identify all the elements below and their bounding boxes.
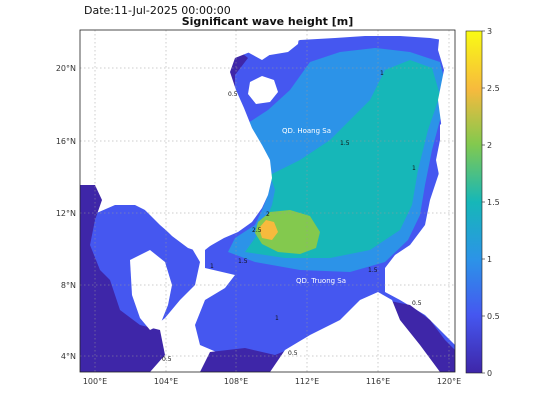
contour-label-0.5-c: 0.5 bbox=[228, 91, 238, 98]
lat-tick-4: 4°N bbox=[61, 352, 76, 361]
grid bbox=[80, 30, 455, 372]
place-label-truong-sa: QD. Truong Sa bbox=[296, 277, 346, 285]
colorbar-tick-label: 2.5 bbox=[487, 84, 500, 93]
contour-label-1.5-a: 1.5 bbox=[238, 258, 248, 265]
land-philippines bbox=[428, 30, 455, 262]
contour-label-1-d: 1 bbox=[412, 165, 416, 172]
lat-tick-12: 12°N bbox=[56, 209, 76, 218]
land-palawan bbox=[395, 245, 442, 292]
contour-label-1.5-b: 1.5 bbox=[368, 267, 378, 274]
contour-label-1.5-c: 1.5 bbox=[340, 140, 350, 147]
colorbar-tick-label: 1.5 bbox=[487, 198, 500, 207]
sea-max-spot bbox=[259, 220, 278, 240]
contour-label-1-c: 1 bbox=[380, 70, 384, 77]
colorbar-tick-label: 3 bbox=[487, 27, 492, 36]
sea-high-band bbox=[245, 60, 440, 258]
contour-label-2: 2 bbox=[266, 211, 270, 218]
contour-label-0.5-d: 0.5 bbox=[412, 300, 422, 307]
contour-label-0.5-b: 0.5 bbox=[288, 350, 298, 357]
lat-tick-20: 20°N bbox=[56, 64, 76, 73]
contour-label-1-b: 1 bbox=[210, 263, 214, 270]
land-hainan bbox=[248, 76, 278, 104]
chart-title: Significant wave height [m] bbox=[181, 15, 354, 28]
land-china-vietnam bbox=[80, 30, 300, 252]
lon-axis: 100°E 104°E 108°E 112°E 116°E 120°E bbox=[83, 377, 461, 386]
land-borneo bbox=[270, 292, 440, 372]
contour-label-0.5-a: 0.5 bbox=[162, 356, 172, 363]
place-label-hoang-sa: QD. Hoang Sa bbox=[282, 127, 331, 135]
map-area: 2.5 2 1.5 1.5 1.5 1 1 1 1 0.5 0.5 0.5 0.… bbox=[80, 30, 455, 372]
contour-label-2.5: 2.5 bbox=[252, 227, 262, 234]
lon-tick-120: 120°E bbox=[437, 377, 461, 386]
sea-peak-band bbox=[255, 210, 320, 254]
map-frame bbox=[79, 29, 456, 373]
lat-tick-8: 8°N bbox=[61, 281, 76, 290]
colorbar-tick-label: 2 bbox=[487, 141, 492, 150]
colorbar bbox=[465, 30, 483, 374]
colorbar-tick-label: 0.5 bbox=[487, 312, 500, 321]
lon-tick-108: 108°E bbox=[224, 377, 248, 386]
lat-axis: 4°N 8°N 12°N 16°N 20°N bbox=[56, 64, 76, 361]
lon-tick-104: 104°E bbox=[154, 377, 178, 386]
colorbar-tick-label: 1 bbox=[487, 255, 492, 264]
date-label: Date:11-Jul-2025 00:00:00 bbox=[84, 4, 231, 17]
land-malaysia bbox=[130, 250, 172, 330]
lon-tick-116: 116°E bbox=[366, 377, 390, 386]
lon-tick-112: 112°E bbox=[295, 377, 319, 386]
lat-tick-16: 16°N bbox=[56, 137, 76, 146]
colorbar-ticks: 0 0.5 1 1.5 2 2.5 3 bbox=[482, 27, 500, 378]
colorbar-tick-label: 0 bbox=[487, 369, 492, 378]
lon-tick-100: 100°E bbox=[83, 377, 107, 386]
sea-lowest-gulf bbox=[80, 185, 165, 372]
contour-label-1-a: 1 bbox=[275, 315, 279, 322]
